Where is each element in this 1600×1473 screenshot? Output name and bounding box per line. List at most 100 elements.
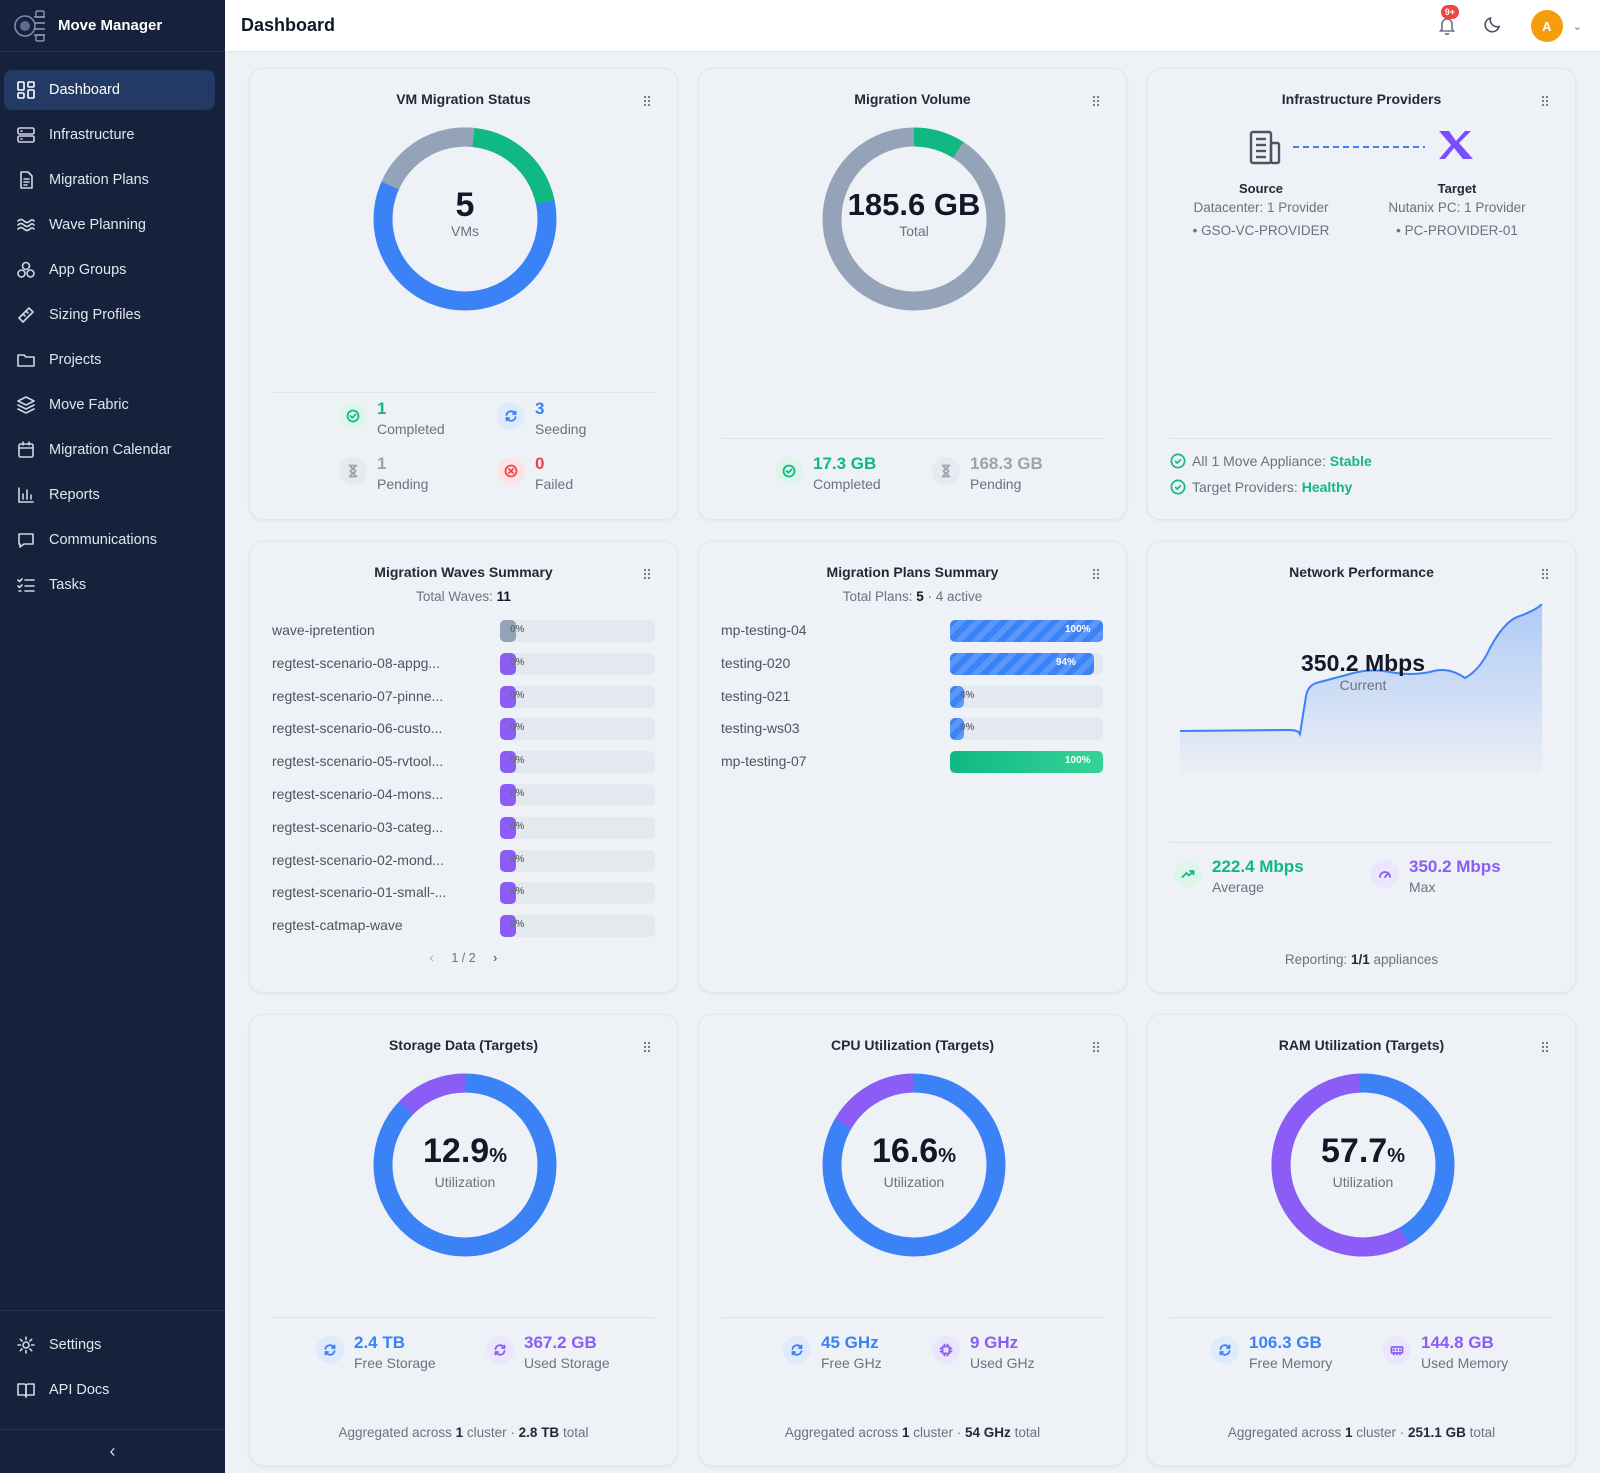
plan-row[interactable]: mp-testing-07 100% — [721, 751, 1104, 774]
sidebar-item-label: Migration Calendar — [49, 442, 172, 458]
drag-handle-icon[interactable] — [1092, 568, 1100, 580]
subtitle-prefix: Total Plans: — [842, 589, 913, 604]
prev-page-button[interactable]: ‹ — [429, 951, 434, 965]
stat-label: Pending — [970, 476, 1022, 492]
user-avatar[interactable]: A — [1530, 10, 1563, 42]
hourglass-icon — [339, 457, 367, 485]
sidebar-item-infrastructure[interactable]: Infrastructure — [4, 115, 215, 155]
card-divider — [721, 438, 1104, 439]
foot-clusters: 1 — [1344, 1425, 1353, 1440]
plan-progress-bar: 94% — [950, 652, 1103, 675]
sidebar-collapse-button[interactable]: ‹ — [0, 1429, 225, 1473]
book-icon — [17, 1383, 35, 1398]
sidebar-item-move-fabric[interactable]: Move Fabric — [4, 385, 215, 425]
sidebar-item-dashboard[interactable]: Dashboard — [4, 70, 215, 110]
drag-handle-icon[interactable] — [1541, 95, 1549, 107]
plan-row[interactable]: testing-020 94% — [721, 652, 1104, 675]
migration-volume-card: Migration Volume 185.6 GB Total 17.3 GB C… — [698, 68, 1127, 520]
source-item: • GSO-VC-PROVIDER — [1192, 223, 1330, 238]
wave-row[interactable]: regtest-scenario-02-mond... 0% — [272, 849, 655, 872]
plan-row[interactable]: testing-ws03 0% — [721, 718, 1104, 741]
sidebar-item-app-groups[interactable]: App Groups — [4, 250, 215, 290]
wave-progress-fill — [500, 718, 516, 741]
stat-value: 367.2 GB — [524, 1333, 597, 1352]
cpu-chip-icon — [932, 1336, 960, 1364]
plan-row[interactable]: mp-testing-04 100% — [721, 620, 1104, 642]
stat-value: 2.4 TB — [354, 1333, 406, 1352]
sidebar-item-label: Settings — [49, 1337, 102, 1353]
waves-icon — [17, 218, 35, 232]
utilization-unit: % — [1387, 1145, 1405, 1167]
wave-name: wave-ipretention — [272, 622, 375, 638]
theme-toggle-button[interactable] — [1483, 14, 1531, 39]
next-page-button[interactable]: › — [493, 951, 498, 965]
foot-suffix: total — [1469, 1425, 1496, 1440]
wave-row[interactable]: regtest-scenario-06-custo... 0% — [272, 718, 655, 741]
stat-pending: 1 Pending — [339, 454, 428, 494]
sidebar-item-migration-plans[interactable]: Migration Plans — [4, 160, 215, 200]
reporting-footer: Reporting: 1/1 appliances — [1148, 952, 1575, 967]
utilization-label: Utilization — [1332, 1174, 1394, 1190]
stat-value: 1 — [377, 454, 387, 473]
card-divider — [1170, 1317, 1553, 1318]
migration-plans-card: Migration Plans Summary Total Plans: 5 ·… — [698, 541, 1127, 993]
brand[interactable]: Move Manager — [0, 0, 225, 52]
status-prefix: Target Providers: — [1192, 479, 1298, 495]
sidebar-item-reports[interactable]: Reports — [4, 475, 215, 515]
network-performance-card: Network Performance 350.2 Mbps Current 2… — [1147, 541, 1576, 993]
wave-row[interactable]: regtest-scenario-01-small-... 0% — [272, 882, 655, 905]
vm-migration-status-card: VM Migration Status 5 VMs 1 Completed 3 Se… — [249, 68, 678, 520]
sidebar-item-communications[interactable]: Communications — [4, 520, 215, 560]
stat-label: Free GHz — [821, 1355, 882, 1371]
drag-handle-icon[interactable] — [1541, 568, 1549, 580]
wave-row[interactable]: regtest-scenario-07-pinne... 0% — [272, 685, 655, 708]
drag-handle-icon[interactable] — [643, 95, 651, 107]
chevron-down-icon[interactable]: ⌄ — [1572, 20, 1582, 33]
stat-label: Free Memory — [1249, 1355, 1333, 1371]
aggregate-footer: Aggregated across 1 cluster · 251.1 GB t… — [1148, 1425, 1575, 1440]
wave-progress-fill — [500, 882, 516, 905]
wave-row[interactable]: regtest-scenario-05-rvtool... 0% — [272, 751, 655, 774]
drag-handle-icon[interactable] — [643, 568, 651, 580]
ram-utilization-card: RAM Utilization (Targets) 57.7% Utilizat… — [1147, 1014, 1576, 1466]
wave-row[interactable]: regtest-scenario-08-appg... 0% — [272, 652, 655, 675]
wave-row[interactable]: regtest-catmap-wave 0% — [272, 915, 655, 938]
sidebar-item-settings[interactable]: Settings — [4, 1325, 215, 1365]
sidebar-item-sizing-profiles[interactable]: Sizing Profiles — [4, 295, 215, 335]
wave-row[interactable]: regtest-scenario-03-categ... 0% — [272, 816, 655, 839]
stat-label: Seeding — [535, 421, 587, 437]
foot-clusters: 1 — [901, 1425, 910, 1440]
utilization-label: Utilization — [434, 1174, 496, 1190]
sidebar-item-wave-planning[interactable]: Wave Planning — [4, 205, 215, 245]
document-icon — [20, 171, 33, 189]
foot-prefix: Aggregated across — [338, 1425, 452, 1440]
wave-row[interactable]: wave-ipretention 0% — [272, 620, 655, 642]
plan-row[interactable]: testing-021 4% — [721, 685, 1104, 708]
pagination: ‹ 1 / 2 › — [250, 951, 677, 965]
card-title: Migration Volume — [854, 91, 971, 107]
stat-value: 144.8 GB — [1421, 1333, 1494, 1352]
subtitle-value: 5 — [916, 589, 924, 604]
folder-icon — [17, 354, 35, 367]
drag-handle-icon[interactable] — [1092, 95, 1100, 107]
stat-used-ghz: 9 GHz Used GHz — [932, 1333, 1035, 1373]
subtitle-value: 11 — [496, 589, 511, 604]
plan-progress-text: 4% — [960, 689, 975, 701]
notifications-button[interactable]: 9+ — [1437, 5, 1460, 37]
top-header: Dashboard 9+ A ⌄ — [225, 0, 1600, 52]
card-divider — [272, 1317, 655, 1318]
sidebar-item-tasks[interactable]: Tasks — [4, 565, 215, 605]
plan-progress-fill — [950, 620, 1103, 642]
sidebar-item-migration-calendar[interactable]: Migration Calendar — [4, 430, 215, 470]
drag-handle-icon[interactable] — [1092, 1041, 1100, 1053]
tasks-icon — [17, 578, 35, 592]
utilization-value: 57.7% — [1288, 1133, 1438, 1174]
sidebar-item-api-docs[interactable]: API Docs — [4, 1370, 215, 1410]
layers-icon — [17, 396, 35, 414]
utilization-number: 12.9 — [423, 1132, 490, 1170]
sidebar-item-projects[interactable]: Projects — [4, 340, 215, 380]
stat-value: 17.3 GB — [813, 454, 877, 473]
drag-handle-icon[interactable] — [1541, 1041, 1549, 1053]
drag-handle-icon[interactable] — [643, 1041, 651, 1053]
wave-row[interactable]: regtest-scenario-04-mons... 0% — [272, 784, 655, 806]
